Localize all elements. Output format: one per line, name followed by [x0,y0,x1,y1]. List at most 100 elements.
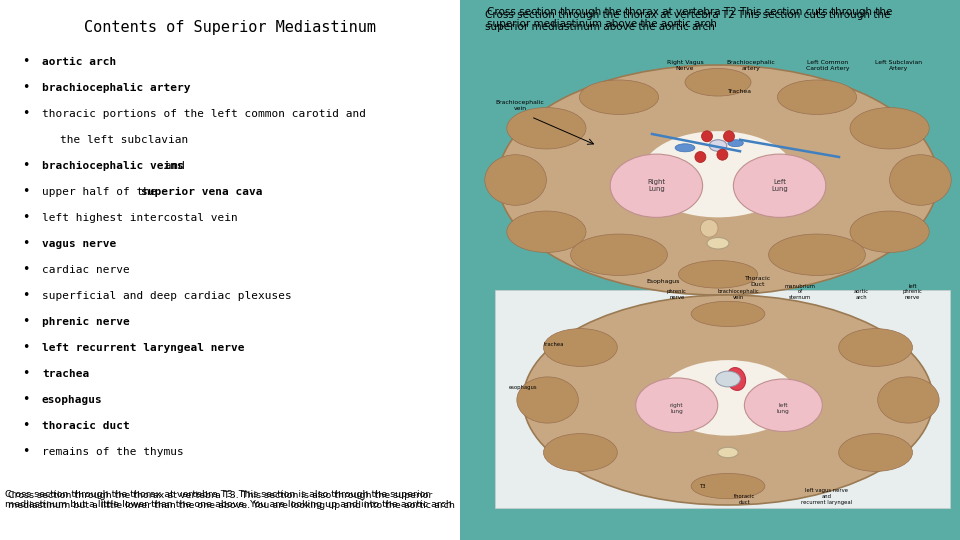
Text: Right
Lung: Right Lung [647,179,665,192]
Ellipse shape [728,140,743,147]
Circle shape [717,149,728,160]
Bar [480,0,960,540]
Text: and: and [157,161,184,171]
Text: •: • [22,264,30,276]
Ellipse shape [679,260,757,288]
Text: •: • [22,420,30,433]
Text: thoracic
duct: thoracic duct [733,494,756,505]
Text: trachea: trachea [543,342,564,348]
Ellipse shape [659,360,798,436]
Ellipse shape [485,154,546,205]
Circle shape [724,131,734,142]
Text: Left
Lung: Left Lung [771,179,788,192]
Text: •: • [22,159,30,172]
Text: brachiocephalic veins: brachiocephalic veins [42,161,183,171]
Bar [0,0,460,540]
Text: left highest intercostal vein: left highest intercostal vein [42,213,238,223]
Text: Contents of Superior Mediastinum: Contents of Superior Mediastinum [84,20,376,35]
Ellipse shape [685,69,751,96]
Ellipse shape [580,80,659,114]
Text: •: • [22,289,30,302]
Bar [479,34,956,312]
Text: manubrium
of
sternum: manubrium of sternum [784,284,815,300]
Text: right
lung: right lung [670,403,684,414]
Ellipse shape [850,211,929,252]
Text: •: • [22,341,30,354]
Text: •: • [22,82,30,94]
Text: Cross section through the thorax at vertebra T2 This section cuts through the
su: Cross section through the thorax at vert… [487,7,893,29]
Ellipse shape [733,154,826,218]
Ellipse shape [707,238,729,249]
Text: aortic
arch: aortic arch [853,289,869,300]
Ellipse shape [507,107,586,149]
Bar [455,0,480,540]
Text: Brachiocephalic
vein: Brachiocephalic vein [495,100,544,111]
Text: thoracic duct: thoracic duct [42,421,130,431]
Text: left recurrent laryngeal nerve: left recurrent laryngeal nerve [42,343,245,353]
Text: Left Common
Carotid Artery: Left Common Carotid Artery [806,60,850,71]
Text: •: • [22,56,30,69]
Text: remains of the thymus: remains of the thymus [42,447,183,457]
Text: vagus nerve: vagus nerve [42,239,116,249]
Ellipse shape [718,447,738,458]
Ellipse shape [890,154,951,205]
Text: Right Vagus
Nerve: Right Vagus Nerve [666,60,704,71]
Text: Brachiocephalic
artery: Brachiocephalic artery [727,60,776,71]
Ellipse shape [516,377,578,423]
Text: •: • [22,394,30,407]
Ellipse shape [839,329,913,367]
Ellipse shape [543,434,617,471]
Ellipse shape [691,474,765,499]
Text: •: • [22,107,30,120]
Text: •: • [22,238,30,251]
Text: the left subclavian: the left subclavian [60,135,188,145]
Text: thoracic portions of the left common carotid and: thoracic portions of the left common car… [42,109,366,119]
Text: Cross section through the thorax at vertebra T3. This section is also through th: Cross section through the thorax at vert… [5,490,452,509]
Text: left vagus nerve
and
recurrent laryngeal: left vagus nerve and recurrent laryngeal [801,488,852,505]
Text: Left Subclavian
Artery: Left Subclavian Artery [875,60,922,71]
Text: phrenic
nerve: phrenic nerve [667,289,686,300]
Text: aortic arch: aortic arch [42,57,116,67]
Text: brachiocephalic
vein: brachiocephalic vein [717,289,759,300]
Ellipse shape [727,368,746,390]
Text: Thoracic
Duct: Thoracic Duct [745,276,771,287]
Ellipse shape [543,329,617,367]
Ellipse shape [675,144,695,152]
Text: Trachea: Trachea [728,89,752,94]
Text: •: • [22,368,30,381]
Ellipse shape [709,140,727,151]
Text: •: • [22,212,30,225]
Ellipse shape [507,211,586,252]
Text: esophagus: esophagus [42,395,103,405]
Text: left
lung: left lung [777,403,790,414]
Text: esophagus: esophagus [509,384,538,389]
Text: T3: T3 [700,484,707,489]
Text: Cross section through the thorax at vertebra T2 This section cuts through the
su: Cross section through the thorax at vert… [485,10,890,32]
Ellipse shape [839,434,913,471]
Text: Cross section through the thorax at vertebra T3. This section is also through th: Cross section through the thorax at vert… [8,491,455,510]
Text: Esophagus: Esophagus [646,279,680,284]
Text: upper half of the: upper half of the [42,187,163,197]
Ellipse shape [691,301,765,327]
Ellipse shape [850,107,929,149]
Ellipse shape [716,371,740,387]
Ellipse shape [611,154,703,218]
Ellipse shape [877,377,939,423]
Ellipse shape [769,234,865,275]
Text: cardiac nerve: cardiac nerve [42,265,130,275]
Circle shape [695,152,706,163]
Ellipse shape [778,80,856,114]
Ellipse shape [641,131,795,218]
Text: •: • [22,315,30,328]
Ellipse shape [570,234,667,275]
Text: •: • [22,446,30,458]
Text: left
phrenic
nerve: left phrenic nerve [902,284,923,300]
Ellipse shape [523,295,933,505]
Bar [495,290,950,508]
Bar [479,34,956,312]
Ellipse shape [744,379,823,431]
Text: superficial and deep cardiac plexuses: superficial and deep cardiac plexuses [42,291,292,301]
Ellipse shape [636,378,718,433]
Text: •: • [22,186,30,199]
Text: superior vena cava: superior vena cava [141,187,262,197]
